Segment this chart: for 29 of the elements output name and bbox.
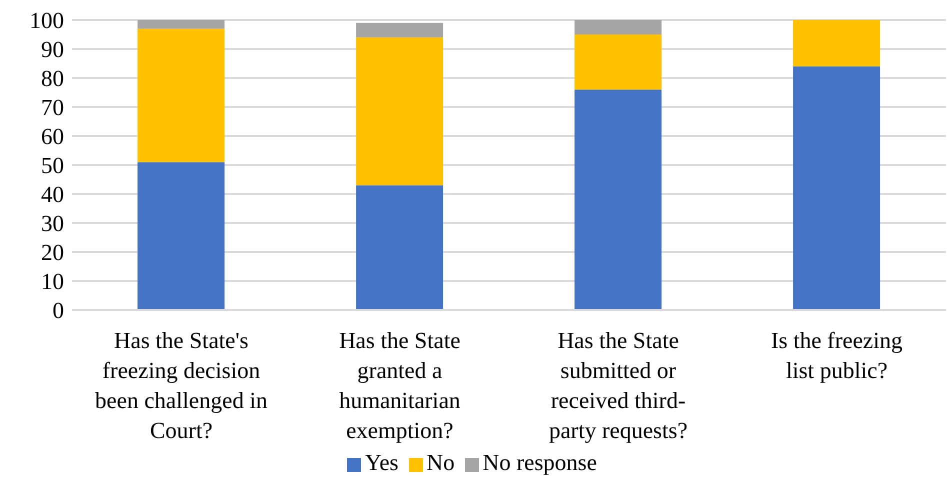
bar xyxy=(356,185,444,310)
x-tick-label: Is the freezing list public? xyxy=(770,328,904,383)
bar xyxy=(574,90,662,310)
bar xyxy=(793,20,880,66)
bar xyxy=(793,66,880,310)
y-tick-label: 10 xyxy=(41,269,64,294)
y-tick-label: 100 xyxy=(30,8,64,34)
legend-label: Yes xyxy=(365,450,398,475)
y-tick-label: 60 xyxy=(41,124,64,150)
bar xyxy=(574,20,662,34)
x-tick-label: Has the State's freezing decision been challenged in Court? xyxy=(95,328,268,443)
y-tick-label: 70 xyxy=(41,95,64,120)
y-tick-label: 30 xyxy=(41,211,64,236)
bar xyxy=(574,34,662,90)
bar xyxy=(138,162,225,310)
y-tick-label: 90 xyxy=(41,37,64,62)
y-tick-label: 0 xyxy=(52,298,64,324)
bar xyxy=(138,28,225,162)
legend-label: No response xyxy=(482,450,597,475)
legend-label: No xyxy=(426,450,455,475)
bar xyxy=(138,20,225,29)
x-tick-label: Has the State granted a humanitarian exemption? xyxy=(339,328,461,443)
bar xyxy=(356,37,444,186)
y-tick-label: 40 xyxy=(41,182,64,208)
y-tick-label: 50 xyxy=(41,153,64,178)
bar xyxy=(356,22,444,38)
x-tick-label: Has the State submitted or received third-party requests? xyxy=(548,328,688,443)
y-tick-label: 20 xyxy=(41,240,64,266)
y-tick-label: 80 xyxy=(41,66,64,92)
